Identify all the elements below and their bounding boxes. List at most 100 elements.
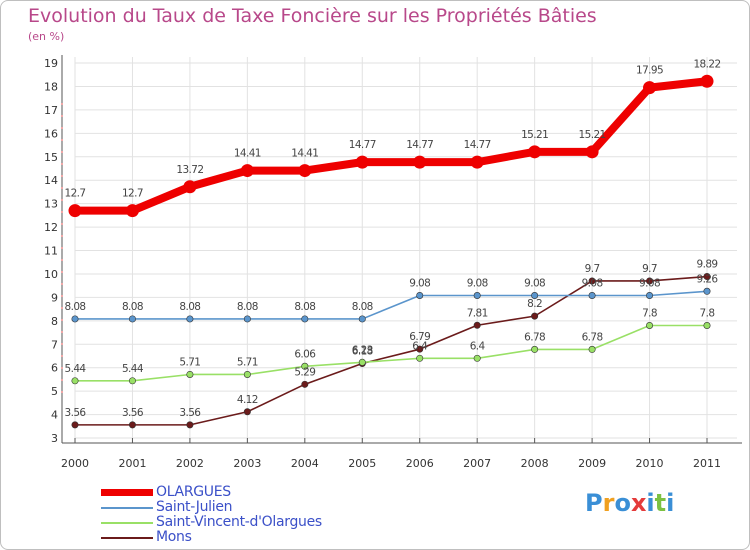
data-label: 9.26: [697, 273, 719, 285]
x-tick-label: 2006: [406, 457, 434, 470]
point-olargues: [125, 204, 139, 218]
y-tick-label: 12: [44, 221, 58, 234]
data-label: 8.08: [179, 301, 200, 313]
data-label: 9.7: [585, 263, 600, 275]
y-tick-label: 14: [44, 174, 58, 187]
series-line-1: [75, 290, 708, 320]
data-label: 7.81: [467, 307, 488, 319]
data-label: 5.44: [65, 363, 87, 375]
point-olargues: [183, 180, 197, 194]
y-tick-label: 18: [44, 80, 58, 93]
legend-label: OLARGUES: [156, 484, 231, 500]
point-series-1: [71, 315, 79, 323]
point-olargues: [298, 164, 312, 178]
y-tick-label: 8: [51, 315, 58, 328]
data-label: 3.56: [122, 407, 144, 419]
legend-swatch: [101, 507, 153, 509]
point-olargues: [470, 155, 484, 169]
x-tick-label: 2002: [176, 457, 204, 470]
y-tick-label: 5: [51, 385, 58, 398]
point-series-1: [186, 315, 194, 323]
data-label: 8.08: [352, 301, 373, 313]
point-series-2: [71, 377, 79, 385]
data-label: 14.77: [349, 139, 376, 151]
point-series-2: [243, 370, 251, 378]
logo-letter: i: [646, 489, 655, 517]
point-series-2: [588, 345, 596, 353]
point-olargues: [413, 155, 427, 169]
x-tick-label: 2011: [693, 457, 721, 470]
point-series-1: [358, 315, 366, 323]
data-label: 9.08: [524, 278, 545, 290]
data-label: 12.7: [65, 188, 86, 200]
proxiti-logo: Proxiti: [585, 489, 674, 517]
point-olargues: [643, 81, 657, 95]
point-olargues: [240, 164, 254, 178]
legend-swatch: [101, 489, 153, 496]
logo-letter: o: [614, 489, 631, 517]
point-series-2: [646, 321, 654, 329]
point-series-3: [243, 408, 251, 416]
data-label: 12.7: [122, 188, 143, 200]
data-label: 6.23: [352, 344, 373, 356]
data-labels-layer: 12.7 12.7 13.72 14.41 14.41 14.77 14.77 14.77 15…: [65, 58, 722, 419]
point-series-2: [416, 354, 424, 362]
point-olargues: [528, 145, 542, 159]
data-label: 13.72: [176, 164, 203, 176]
legend-swatch: [101, 522, 153, 524]
data-label: 7.8: [700, 308, 715, 320]
data-label: 8.08: [65, 301, 86, 313]
logo-letter: x: [630, 489, 647, 517]
data-label: 6.06: [294, 348, 316, 360]
y-tick-label: 3: [51, 432, 58, 445]
x-tick-label: 2001: [118, 457, 146, 470]
point-series-1: [703, 287, 711, 295]
y-tick-label: 7: [51, 338, 58, 351]
data-label: 6.79: [409, 331, 430, 343]
point-series-3: [473, 321, 481, 329]
point-olargues: [68, 204, 82, 218]
point-series-1: [473, 291, 481, 299]
x-tick-label: 2004: [291, 457, 319, 470]
data-label: 6.78: [524, 331, 545, 343]
data-label: 9.08: [582, 278, 603, 290]
point-series-2: [473, 354, 481, 362]
chart-title: Evolution du Taux de Taxe Foncière sur l…: [28, 5, 597, 27]
point-series-3: [128, 421, 136, 429]
data-label: 9.7: [642, 263, 657, 275]
legend-label: Saint-Julien: [156, 499, 233, 515]
point-series-1: [646, 291, 654, 299]
legend-label: Mons: [156, 529, 192, 545]
legend-swatch: [101, 537, 153, 539]
data-label: 6.18: [352, 345, 373, 357]
x-tick-label: 2005: [348, 457, 376, 470]
point-series-3: [301, 380, 309, 388]
point-series-1: [301, 315, 309, 323]
x-tick-label: 2010: [636, 457, 664, 470]
legend-label: Saint-Vincent-d'Olargues: [156, 514, 322, 530]
data-label: 9.89: [697, 259, 718, 271]
data-label: 6.4: [470, 340, 486, 352]
point-series-2: [703, 321, 711, 329]
x-tick-label: 2009: [578, 457, 606, 470]
gridlines: [74, 57, 737, 439]
data-label: 9.08: [467, 278, 488, 290]
series-line-3: [75, 275, 708, 426]
data-label: 18.22: [693, 58, 720, 70]
point-series-3: [646, 277, 654, 285]
data-label: 8.2: [527, 298, 542, 310]
point-series-2: [186, 370, 194, 378]
y-tick-label: 11: [44, 245, 58, 258]
data-label: 5.71: [237, 356, 258, 368]
point-series-3: [703, 273, 711, 281]
point-series-1: [128, 315, 136, 323]
logo-letter: i: [666, 489, 675, 517]
data-label: 14.41: [234, 148, 261, 160]
point-series-1: [531, 291, 539, 299]
data-label: 14.77: [406, 139, 433, 151]
data-label: 3.56: [65, 407, 87, 419]
point-series-3: [531, 312, 539, 320]
data-label: 9.08: [409, 278, 430, 290]
data-label: 5.29: [294, 366, 315, 378]
y-axis-unit-label: (en %): [28, 30, 65, 43]
